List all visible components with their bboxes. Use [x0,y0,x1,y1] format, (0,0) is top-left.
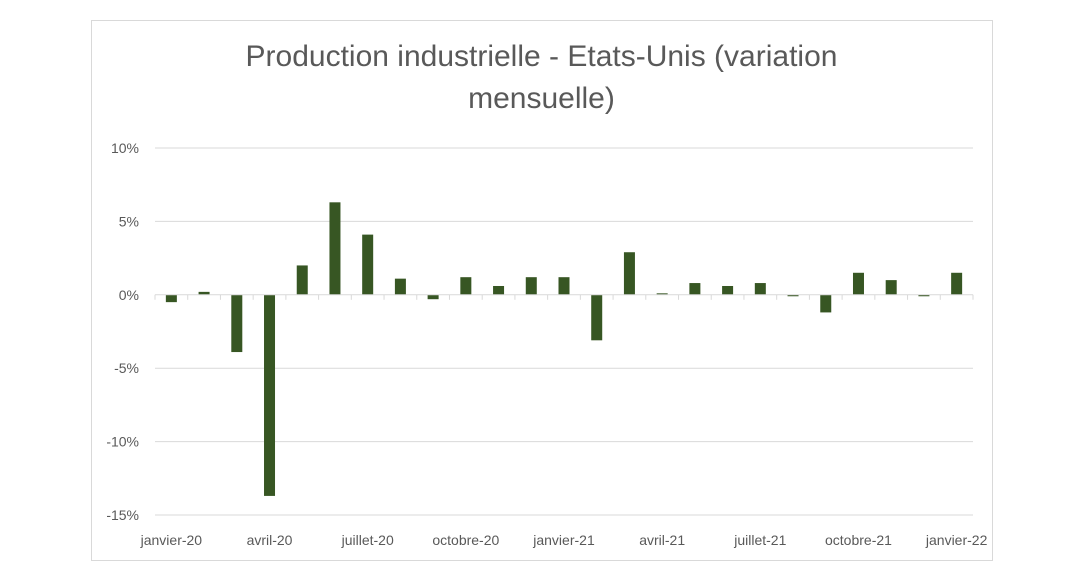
gridlines [155,147,973,516]
y-tick-label: -5% [114,360,139,376]
x-tick-label: janvier-22 [925,532,988,548]
bar [558,277,570,295]
y-tick-label: -10% [106,434,139,450]
x-tick-label: juillet-20 [341,532,394,548]
bar [754,283,766,295]
x-tick-label: avril-21 [639,532,685,548]
bar [264,294,276,496]
x-tick-label: janvier-21 [532,532,595,548]
x-tick-label: avril-20 [247,532,293,548]
chart-title-line-1: Production industrielle - Etats-Unis (va… [245,40,838,73]
bars [165,202,963,496]
bar [852,272,864,295]
bar [787,294,799,297]
bar [689,283,701,295]
bar [460,277,472,295]
x-tick-label: juillet-21 [733,532,786,548]
bar [493,285,505,295]
chart-title-line-2: mensuelle) [468,82,615,115]
bar [427,294,439,300]
bar [885,280,897,295]
y-tick-label: 5% [119,213,139,229]
bar [165,294,177,303]
bar [329,202,341,295]
bar [918,294,930,297]
bar [951,272,963,295]
y-tick-label: 10% [111,140,139,156]
bar [591,294,603,341]
x-axis [154,294,974,300]
x-axis-ticks: janvier-20 avril-20 juillet-20 octobre-20 ja… [140,532,988,548]
bar [231,294,243,353]
bar [362,234,374,295]
x-tick-label: octobre-21 [825,532,892,548]
bar [820,294,832,313]
y-tick-label: 0% [119,287,139,303]
y-axis-ticks: 10% 5% 0% -5% -10% -15% [106,140,139,523]
bar [525,277,537,295]
x-tick-label: janvier-20 [140,532,203,548]
bar [656,293,668,295]
chart-area [91,20,993,561]
x-tick-label: octobre-20 [432,532,499,548]
y-tick-label: -15% [106,507,139,523]
bar [623,252,635,295]
chart-title: Production industrielle - Etats-Unis (va… [0,36,1083,120]
bar [394,278,406,295]
bar [198,291,210,295]
bar [722,285,734,295]
bar [296,265,308,295]
